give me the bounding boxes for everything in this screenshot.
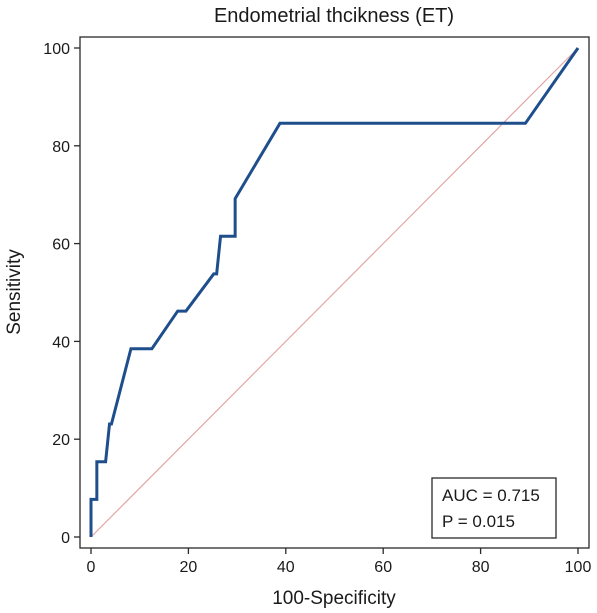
x-tick-label: 60 <box>374 559 392 576</box>
x-tick-label: 80 <box>472 559 490 576</box>
y-tick-label: 100 <box>43 41 70 58</box>
roc-curve-line <box>89 47 580 537</box>
auc-text: AUC = 0.715 <box>442 486 540 505</box>
y-axis-label: Sensitivity <box>4 249 25 335</box>
y-tick-label: 20 <box>52 432 70 449</box>
x-tick-label: 40 <box>277 559 295 576</box>
chart-title: Endometrial thcikness (ET) <box>214 5 454 27</box>
y-tick-label: 40 <box>52 334 70 351</box>
series-layer <box>89 47 580 538</box>
y-tick-label: 0 <box>61 530 70 547</box>
x-tick-label: 100 <box>565 559 592 576</box>
stats-box-border <box>431 477 557 539</box>
reference-diagonal-line <box>90 47 579 538</box>
plot-frame <box>79 36 590 549</box>
x-tick-label: 20 <box>180 559 198 576</box>
x-tick-label: 0 <box>87 559 96 576</box>
y-tick-label: 60 <box>52 237 70 254</box>
stats-box: AUC = 0.715 P = 0.015 <box>431 477 557 539</box>
y-axis-ticks: 0 20 40 60 80 100 <box>43 41 80 547</box>
x-axis-label: 100-Specificity <box>272 588 396 609</box>
y-tick-label: 80 <box>52 139 70 156</box>
p-value-text: P = 0.015 <box>442 512 515 531</box>
x-axis-ticks: 0 20 40 60 80 100 <box>87 548 592 576</box>
